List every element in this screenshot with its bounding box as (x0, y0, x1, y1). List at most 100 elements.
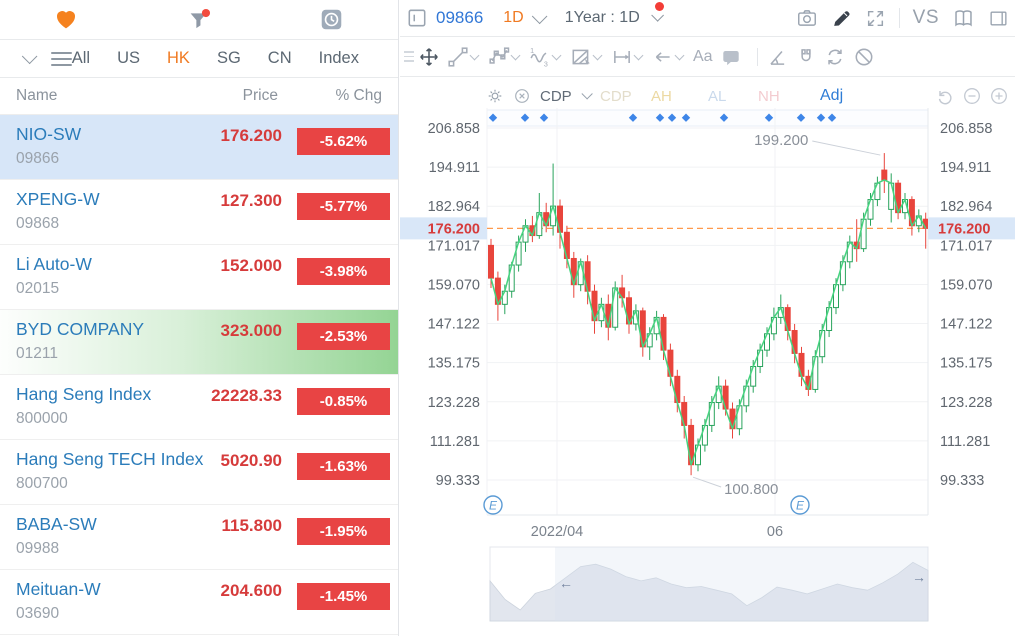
zoom-in-icon[interactable] (989, 86, 1009, 106)
tabs-chevron-down-icon[interactable] (21, 48, 38, 65)
text-tool-icon[interactable]: Aa (693, 48, 713, 66)
shape-tool-icon[interactable] (488, 46, 522, 68)
chart-navigator[interactable]: ← → (489, 546, 929, 622)
event-diamond-icon[interactable] (681, 113, 691, 122)
y-axis-tick-right: 135.175 (940, 356, 992, 372)
panel-right-icon[interactable] (988, 8, 1009, 29)
event-diamond-icon[interactable] (520, 113, 530, 122)
event-diamond-icon[interactable] (796, 113, 806, 122)
list-menu-icon[interactable] (50, 48, 72, 70)
watchlist-row[interactable]: Meituan-W 03690 204.600 -1.45% (0, 570, 398, 635)
watchlist-row[interactable]: Hang Seng TECH Index 800700 5020.90 -1.63% (0, 440, 398, 505)
zoom-out-icon[interactable] (962, 86, 982, 106)
event-diamond-icon[interactable] (667, 113, 677, 122)
event-diamond-icon[interactable] (764, 113, 774, 122)
watchlist-row[interactable]: XPENG-W 09868 127.300 -5.77% (0, 180, 398, 245)
arrow-tool-icon[interactable] (652, 46, 686, 68)
tab-us[interactable]: US (117, 49, 141, 67)
tab-index[interactable]: Index (318, 49, 359, 67)
candlestick-chart[interactable]: 199.200 100.800 E E 206.858 206.858 194.911 194… (400, 78, 1015, 636)
indicator-chevron-down-icon[interactable] (581, 88, 593, 100)
event-diamond-icon[interactable] (488, 113, 498, 122)
tab-cn[interactable]: CN (267, 49, 292, 67)
recent-clock-icon[interactable] (265, 0, 398, 39)
indicator-faded-cdp[interactable]: CDP (600, 87, 632, 105)
tool-chevron-down-icon[interactable] (592, 50, 603, 61)
vs-compare-button[interactable]: VS (912, 7, 939, 28)
indicator-settings-gear-icon[interactable] (486, 87, 504, 105)
earnings-marker-icon[interactable]: E (483, 495, 503, 515)
event-diamond-icon[interactable] (655, 113, 665, 122)
watchlist-row[interactable]: Hang Seng Index 800000 22228.33 -0.85% (0, 375, 398, 440)
indicator-faded-ah[interactable]: AH (651, 87, 672, 105)
toolbar-divider (756, 47, 758, 66)
hide-drawings-tool-icon[interactable] (853, 46, 875, 68)
navigator-selected-range[interactable] (555, 547, 928, 621)
stock-price: 127.300 (220, 191, 282, 210)
range-label: 1Year : 1D (564, 9, 640, 26)
watchlist-row[interactable]: BABA-SW 09988 115.800 -1.95% (0, 505, 398, 570)
market-tabs: All US HK SG CN Index (0, 40, 398, 78)
high-pointer-line (812, 140, 881, 156)
period-selector[interactable]: 1D (503, 9, 524, 26)
tab-all[interactable]: All (71, 49, 91, 67)
replay-tool-icon[interactable] (824, 46, 846, 68)
period-chevron-down-icon[interactable] (531, 8, 548, 24)
favorites-heart-icon[interactable] (0, 0, 133, 39)
toolbar-drag-handle[interactable] (404, 48, 414, 65)
tool-chevron-down-icon[interactable] (469, 50, 480, 61)
event-diamond-icon[interactable] (539, 113, 549, 122)
move-tool-icon[interactable] (418, 46, 440, 68)
adjust-button[interactable]: Adj (820, 87, 844, 104)
book-icon[interactable] (952, 7, 975, 30)
comment-tool-icon[interactable] (720, 46, 742, 68)
pattern-tool-icon[interactable] (570, 46, 604, 68)
indicator-faded-al[interactable]: AL (708, 87, 727, 105)
draw-pencil-icon[interactable] (831, 8, 852, 29)
expand-icon[interactable] (865, 8, 886, 29)
chart-layout-icon[interactable] (406, 7, 428, 29)
camera-icon[interactable] (796, 7, 818, 29)
tab-hk[interactable]: HK (167, 49, 190, 67)
y-axis-tick-left: 99.333 (436, 473, 480, 489)
svg-text:176.200: 176.200 (938, 221, 990, 237)
tool-chevron-down-icon[interactable] (551, 50, 562, 61)
angle-tool-icon[interactable] (766, 46, 788, 68)
measure-tool-icon[interactable] (611, 46, 645, 68)
undo-icon[interactable] (936, 87, 955, 106)
stock-price: 22228.33 (211, 386, 282, 405)
indicator-faded-nh[interactable]: NH (758, 87, 780, 105)
col-price: Price (242, 87, 278, 104)
symbol-code[interactable]: 09866 (436, 8, 484, 27)
navigator-right-arrow-icon[interactable]: → (912, 569, 926, 585)
candle-body (881, 169, 888, 181)
magnet-tool-icon[interactable] (795, 46, 817, 68)
earnings-marker-icon[interactable]: E (790, 495, 810, 515)
tool-chevron-down-icon[interactable] (510, 50, 521, 61)
y-axis-tick-left: 171.017 (428, 238, 480, 254)
indicator-close-icon[interactable] (513, 87, 531, 105)
event-diamond-icon[interactable] (628, 113, 638, 122)
candle-series (488, 153, 929, 476)
y-axis-tick-left: 135.175 (428, 356, 480, 372)
trendline-tool-icon[interactable] (447, 46, 481, 68)
tool-chevron-down-icon[interactable] (674, 50, 685, 61)
event-diamond-icon[interactable] (719, 113, 729, 122)
filter-funnel-icon[interactable] (133, 0, 266, 39)
tab-sg[interactable]: SG (216, 49, 241, 67)
text-tool-glyph: Aa (693, 47, 713, 65)
stock-name: XPENG-W (16, 189, 100, 209)
event-diamond-icon[interactable] (827, 113, 837, 122)
stock-name: Meituan-W (16, 579, 101, 599)
tool-chevron-down-icon[interactable] (633, 50, 644, 61)
indicator-selected[interactable]: CDP (540, 87, 572, 105)
event-diamond-icon[interactable] (816, 113, 826, 122)
range-selector[interactable]: 1Year : 1D (564, 2, 665, 27)
watchlist-row[interactable]: NIO-SW 09866 176.200 -5.62% (0, 115, 398, 180)
navigator-left-arrow-icon[interactable]: ← (559, 575, 573, 591)
notification-dot (655, 2, 665, 11)
watchlist-row[interactable]: Li Auto-W 02015 152.000 -3.98% (0, 245, 398, 310)
watchlist-row[interactable]: BYD COMPANY 01211 323.000 -2.53% (0, 310, 398, 375)
stock-name: Li Auto-W (16, 254, 92, 274)
